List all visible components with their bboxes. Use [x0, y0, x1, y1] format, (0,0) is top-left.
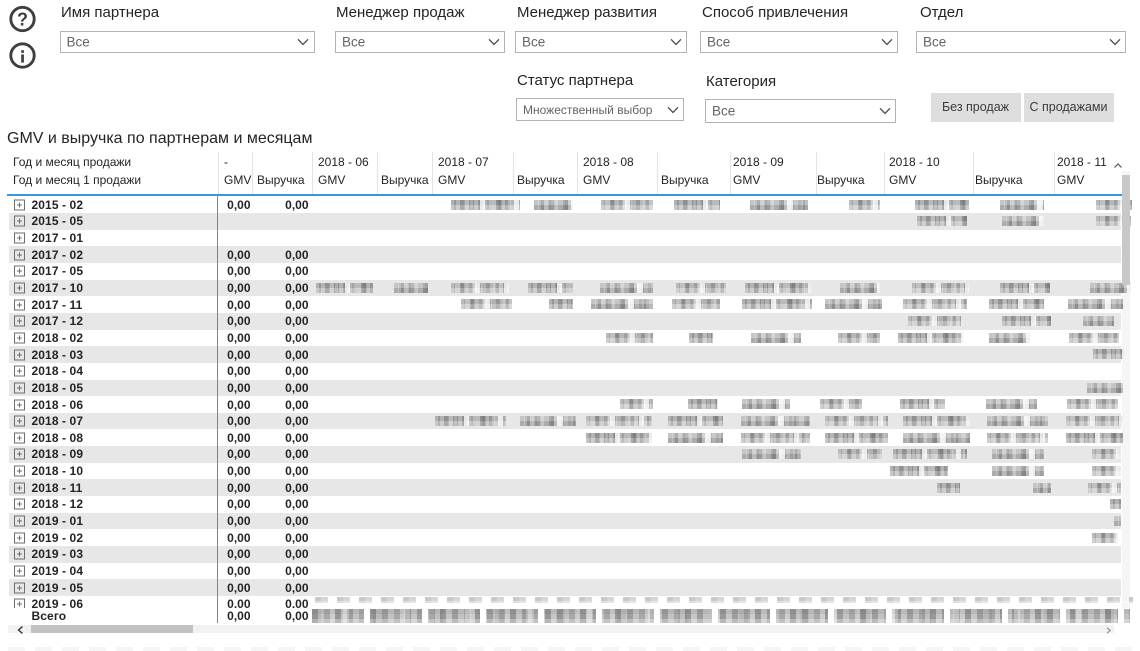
- svg-text:?: ?: [17, 10, 28, 30]
